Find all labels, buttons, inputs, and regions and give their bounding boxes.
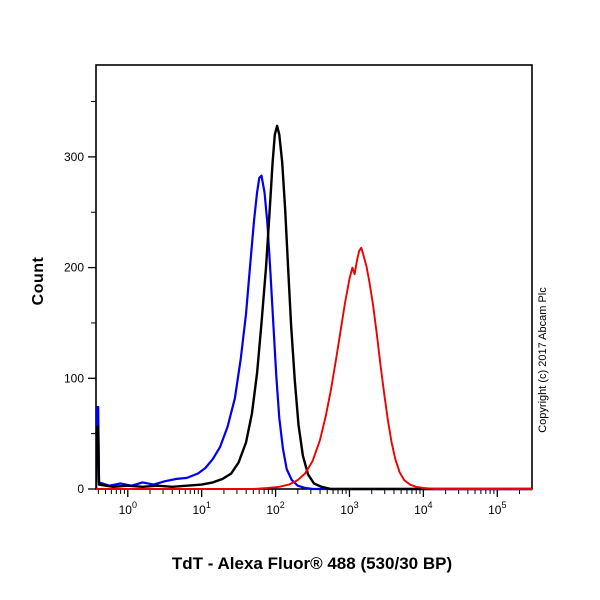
y-axis-tick-label: 200 (64, 261, 84, 275)
series-group (96, 124, 532, 491)
x-axis-tick-label: 105 (488, 500, 506, 517)
series-black-curve (96, 124, 532, 491)
x-axis-tick-label: 100 (119, 500, 137, 517)
y-axis-tick-label: 100 (64, 371, 84, 385)
y-axis-tick-label: 300 (64, 150, 84, 164)
x-axis-title: TdT - Alexa Fluor® 488 (530/30 BP) (171, 554, 453, 573)
x-axis-tick-label: 101 (192, 500, 210, 517)
copyright-text: Copyright (c) 2017 Abcam Plc (537, 287, 549, 433)
y-axis-tick-label: 0 (77, 482, 84, 496)
series-blue-curve (96, 174, 532, 491)
y-axis-title: Count (30, 256, 47, 306)
x-axis-tick-label: 104 (414, 500, 432, 517)
x-axis-tick-label: 102 (266, 500, 284, 517)
series-red-curve (96, 246, 532, 490)
x-axis-tick-label: 103 (340, 500, 358, 517)
plot-frame (95, 64, 533, 490)
